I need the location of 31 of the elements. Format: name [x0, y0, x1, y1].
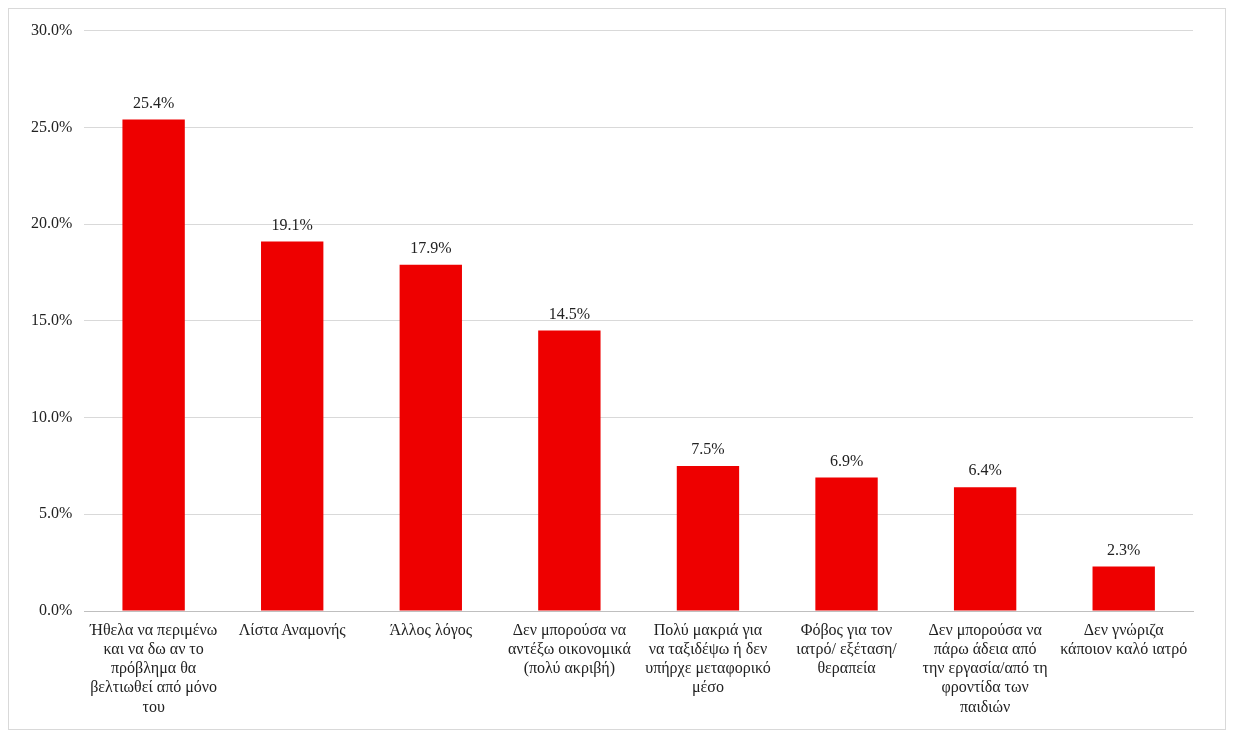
y-tick-label: 0.0% [39, 601, 73, 619]
y-tick-label: 20.0% [31, 214, 73, 232]
y-tick-label: 25.0% [31, 117, 73, 135]
bar [953, 487, 1017, 611]
x-tick-label: Φόβος για τον ιατρό/ εξέταση/ θεραπεία [796, 620, 898, 678]
bar [122, 119, 185, 611]
x-tick-label: Δεν γνώριζα κάποιον καλό ιατρό [1060, 620, 1188, 658]
data-label: 25.4% [132, 93, 175, 111]
data-label: 2.3% [1107, 540, 1141, 558]
bar [676, 465, 740, 611]
x-tick-label: Δεν μπορούσα να αντέξω οικονομικά (πολύ ακριβή) [507, 620, 632, 678]
data-label: 6.4% [968, 461, 1002, 479]
bar [538, 330, 601, 611]
x-tick-label: Δεν μπορούσα να πάρω άδεια από την εργασία/από τη φροντίδα των παιδιών [922, 620, 1048, 715]
x-tick-label: Πολύ μακριά για να ταξιδέψω ή δεν υπήρχε μεταφορικό μέσο [645, 620, 771, 697]
data-label: 6.9% [829, 451, 864, 469]
bar [1092, 566, 1155, 611]
data-label: 17.9% [410, 238, 452, 256]
data-label: 14.5% [548, 304, 591, 322]
bar [815, 477, 878, 611]
x-tick-label: Ήθελα να περιμένω και να δω αν το πρόβλημα θα βελτιωθεί από μόνο του [89, 620, 218, 715]
y-tick-label: 30.0% [31, 20, 73, 38]
data-label: 7.5% [691, 440, 725, 458]
x-tick-label: Άλλος λόγος [389, 620, 473, 639]
bar [399, 264, 462, 611]
y-tick-label: 5.0% [39, 504, 73, 522]
y-tick-label: 15.0% [31, 311, 73, 328]
x-tick-label: Λίστα Αναμονής [238, 620, 347, 639]
y-tick-label: 10.0% [31, 407, 73, 425]
bar [261, 241, 324, 611]
data-label: 19.1% [271, 215, 313, 233]
